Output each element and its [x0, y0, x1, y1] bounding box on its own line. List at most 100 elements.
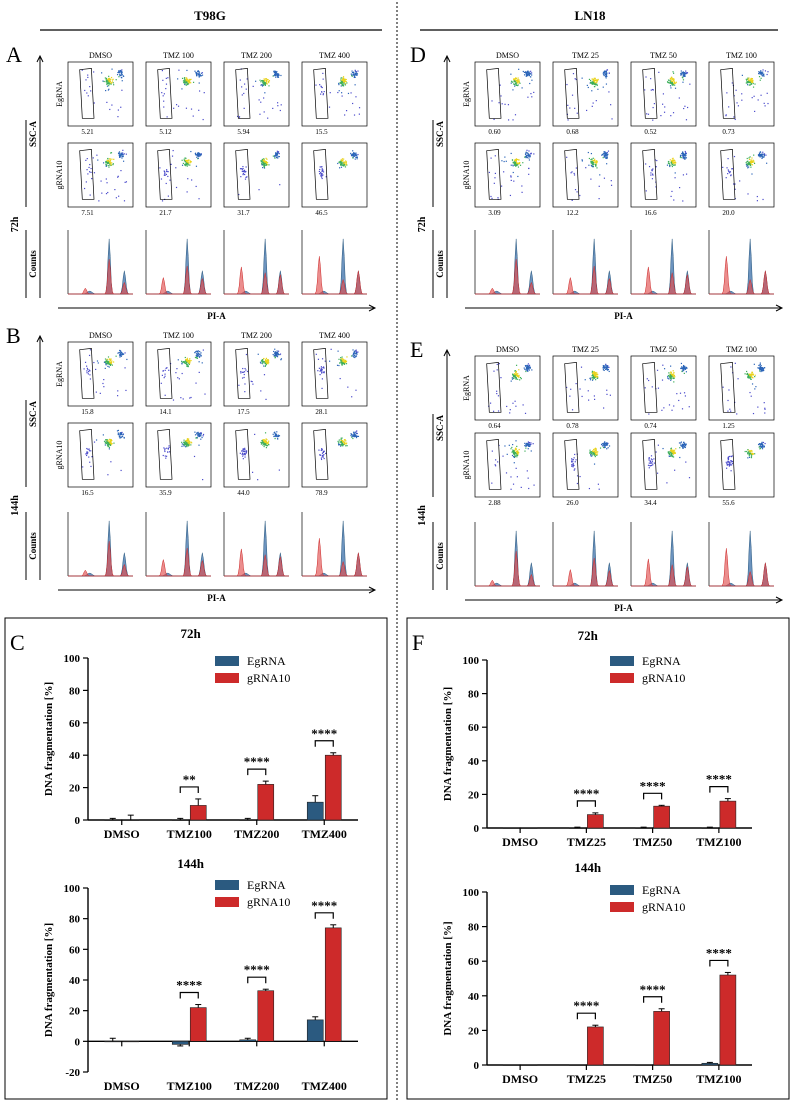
scatter-point — [315, 84, 317, 86]
scatter-point — [510, 164, 512, 166]
y-tick-label: 20 — [69, 1006, 81, 1018]
scatter-point — [121, 155, 123, 157]
scatter-point — [320, 93, 322, 95]
scatter-point — [501, 160, 503, 162]
scatter-point — [277, 105, 279, 107]
scatter-point — [183, 160, 185, 162]
scatter-point — [98, 200, 100, 202]
scatter-point — [685, 173, 688, 175]
y-tick-label: 20 — [468, 789, 480, 801]
scatter-point — [515, 374, 517, 376]
scatter-point — [108, 358, 110, 360]
scatter-point — [165, 173, 168, 176]
chart-title: 72h — [180, 626, 201, 641]
scatter-point — [110, 358, 112, 360]
scatter-point — [338, 443, 340, 445]
scatter-point — [266, 83, 268, 85]
scatter-point — [746, 372, 749, 375]
scatter-point — [262, 81, 264, 83]
scatter-plot: 2.88 — [474, 432, 541, 507]
scatter-point — [683, 372, 685, 374]
scatter-point — [337, 162, 339, 165]
scatter-point — [237, 115, 239, 117]
scatter-point — [340, 162, 342, 164]
scatter-point — [572, 72, 575, 75]
scatter-point — [109, 441, 112, 443]
scatter-point — [276, 154, 278, 157]
scatter-point — [760, 443, 762, 446]
scatter-point — [750, 79, 752, 81]
scatter-point — [177, 78, 179, 80]
scatter-point — [667, 451, 669, 453]
scatter-point — [682, 156, 685, 158]
scatter-point — [668, 163, 671, 165]
x-tick-label: TMZ50 — [633, 1072, 672, 1086]
scatter-point — [594, 161, 596, 164]
scatter-point — [272, 433, 274, 435]
scatter-point — [592, 78, 594, 80]
scatter-point — [730, 455, 733, 458]
scatter-point — [684, 446, 686, 449]
scatter-point — [669, 451, 672, 453]
scatter-point — [107, 161, 110, 163]
scatter-point — [522, 162, 524, 164]
scatter-point — [644, 89, 646, 91]
scatter-point — [266, 158, 268, 160]
scatter-point — [188, 162, 190, 164]
scatter-point — [93, 102, 95, 104]
scatter-point — [684, 158, 686, 160]
scatter-point — [186, 364, 188, 366]
scatter-point — [515, 450, 517, 453]
plot-frame — [552, 61, 619, 127]
bar-grna10 — [257, 990, 275, 1042]
scatter-point — [355, 436, 358, 439]
scatter-point — [749, 84, 751, 86]
scatter-point — [320, 86, 323, 88]
scatter-point — [747, 162, 749, 165]
scatter-point — [352, 355, 354, 357]
scatter-point — [566, 156, 568, 158]
scatter-point — [731, 82, 733, 84]
scatter-point — [579, 475, 581, 478]
scatter-point — [321, 177, 323, 180]
scatter-point — [525, 444, 527, 446]
counts-label: Counts — [28, 532, 38, 560]
scatter-point — [604, 73, 607, 75]
scatter-point — [117, 71, 119, 74]
gate-polygon — [235, 149, 251, 200]
scatter-point — [681, 367, 683, 369]
scatter-point — [752, 160, 754, 163]
scatter-point — [684, 365, 686, 367]
scatter-point — [671, 78, 673, 80]
scatter-point — [730, 174, 732, 177]
scatter-point — [605, 444, 608, 446]
scatter-point — [682, 447, 684, 449]
scatter-point — [605, 83, 608, 85]
plot-frame — [474, 432, 541, 498]
scatter-point — [510, 380, 512, 382]
x-tick-label: TMZ400 — [302, 1079, 347, 1093]
scatter-point — [746, 80, 748, 82]
scatter-point — [678, 442, 681, 444]
scatter-point — [340, 357, 342, 359]
scatter-point — [245, 452, 247, 454]
scatter-point — [685, 367, 687, 370]
scatter-point — [105, 164, 107, 166]
histogram — [474, 522, 540, 587]
scatter-point — [105, 364, 107, 366]
gate-percentage: 0.64 — [488, 422, 501, 430]
scatter-point — [669, 453, 671, 455]
scatter-point — [166, 169, 168, 171]
scatter-point — [81, 69, 83, 71]
scatter-point — [749, 81, 751, 83]
scatter-point — [682, 157, 684, 159]
scatter-point — [594, 450, 596, 452]
scatter-point — [688, 477, 691, 479]
scatter-point — [756, 200, 759, 202]
scatter-point — [261, 164, 263, 166]
scatter-point — [684, 154, 686, 156]
scatter-point — [592, 166, 594, 168]
scatter-point — [246, 78, 248, 80]
scatter-point — [670, 447, 673, 449]
scatter-point — [753, 154, 755, 156]
